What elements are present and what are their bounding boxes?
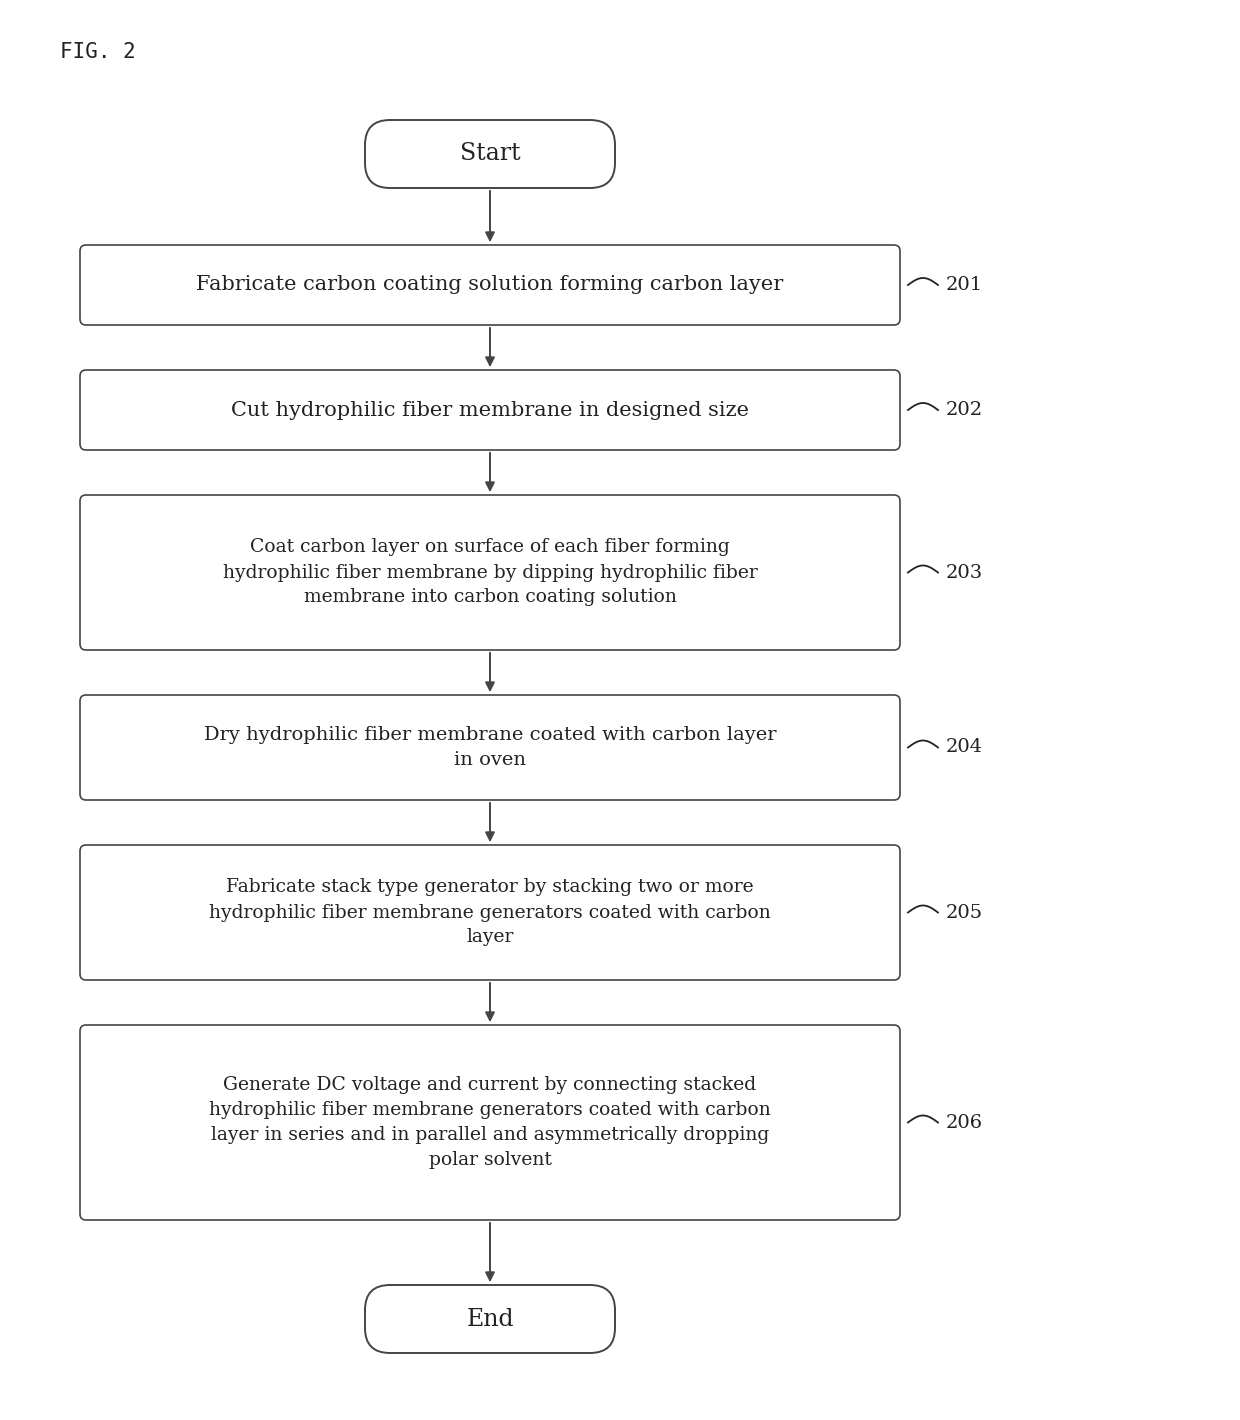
Text: 201: 201 — [946, 275, 983, 294]
Text: Fabricate carbon coating solution forming carbon layer: Fabricate carbon coating solution formin… — [196, 275, 784, 294]
Text: Fabricate stack type generator by stacking two or more
hydrophilic fiber membran: Fabricate stack type generator by stacki… — [210, 879, 771, 947]
FancyBboxPatch shape — [81, 496, 900, 650]
FancyBboxPatch shape — [81, 694, 900, 799]
FancyBboxPatch shape — [81, 246, 900, 325]
Text: Dry hydrophilic fiber membrane coated with carbon layer
in oven: Dry hydrophilic fiber membrane coated wi… — [203, 726, 776, 770]
Text: 205: 205 — [946, 903, 983, 922]
FancyBboxPatch shape — [81, 1025, 900, 1220]
Text: 206: 206 — [946, 1113, 983, 1132]
Text: Start: Start — [460, 142, 521, 166]
Text: FIG. 2: FIG. 2 — [60, 43, 135, 62]
Text: Generate DC voltage and current by connecting stacked
hydrophilic fiber membrane: Generate DC voltage and current by conne… — [210, 1076, 771, 1169]
FancyBboxPatch shape — [365, 121, 615, 187]
FancyBboxPatch shape — [81, 845, 900, 980]
FancyBboxPatch shape — [81, 371, 900, 450]
Text: End: End — [466, 1308, 513, 1331]
Text: 202: 202 — [946, 400, 983, 419]
Text: Cut hydrophilic fiber membrane in designed size: Cut hydrophilic fiber membrane in design… — [231, 400, 749, 419]
Text: Coat carbon layer on surface of each fiber forming
hydrophilic fiber membrane by: Coat carbon layer on surface of each fib… — [223, 538, 758, 606]
FancyBboxPatch shape — [365, 1285, 615, 1353]
Text: 203: 203 — [946, 564, 983, 582]
Text: 204: 204 — [946, 738, 983, 757]
